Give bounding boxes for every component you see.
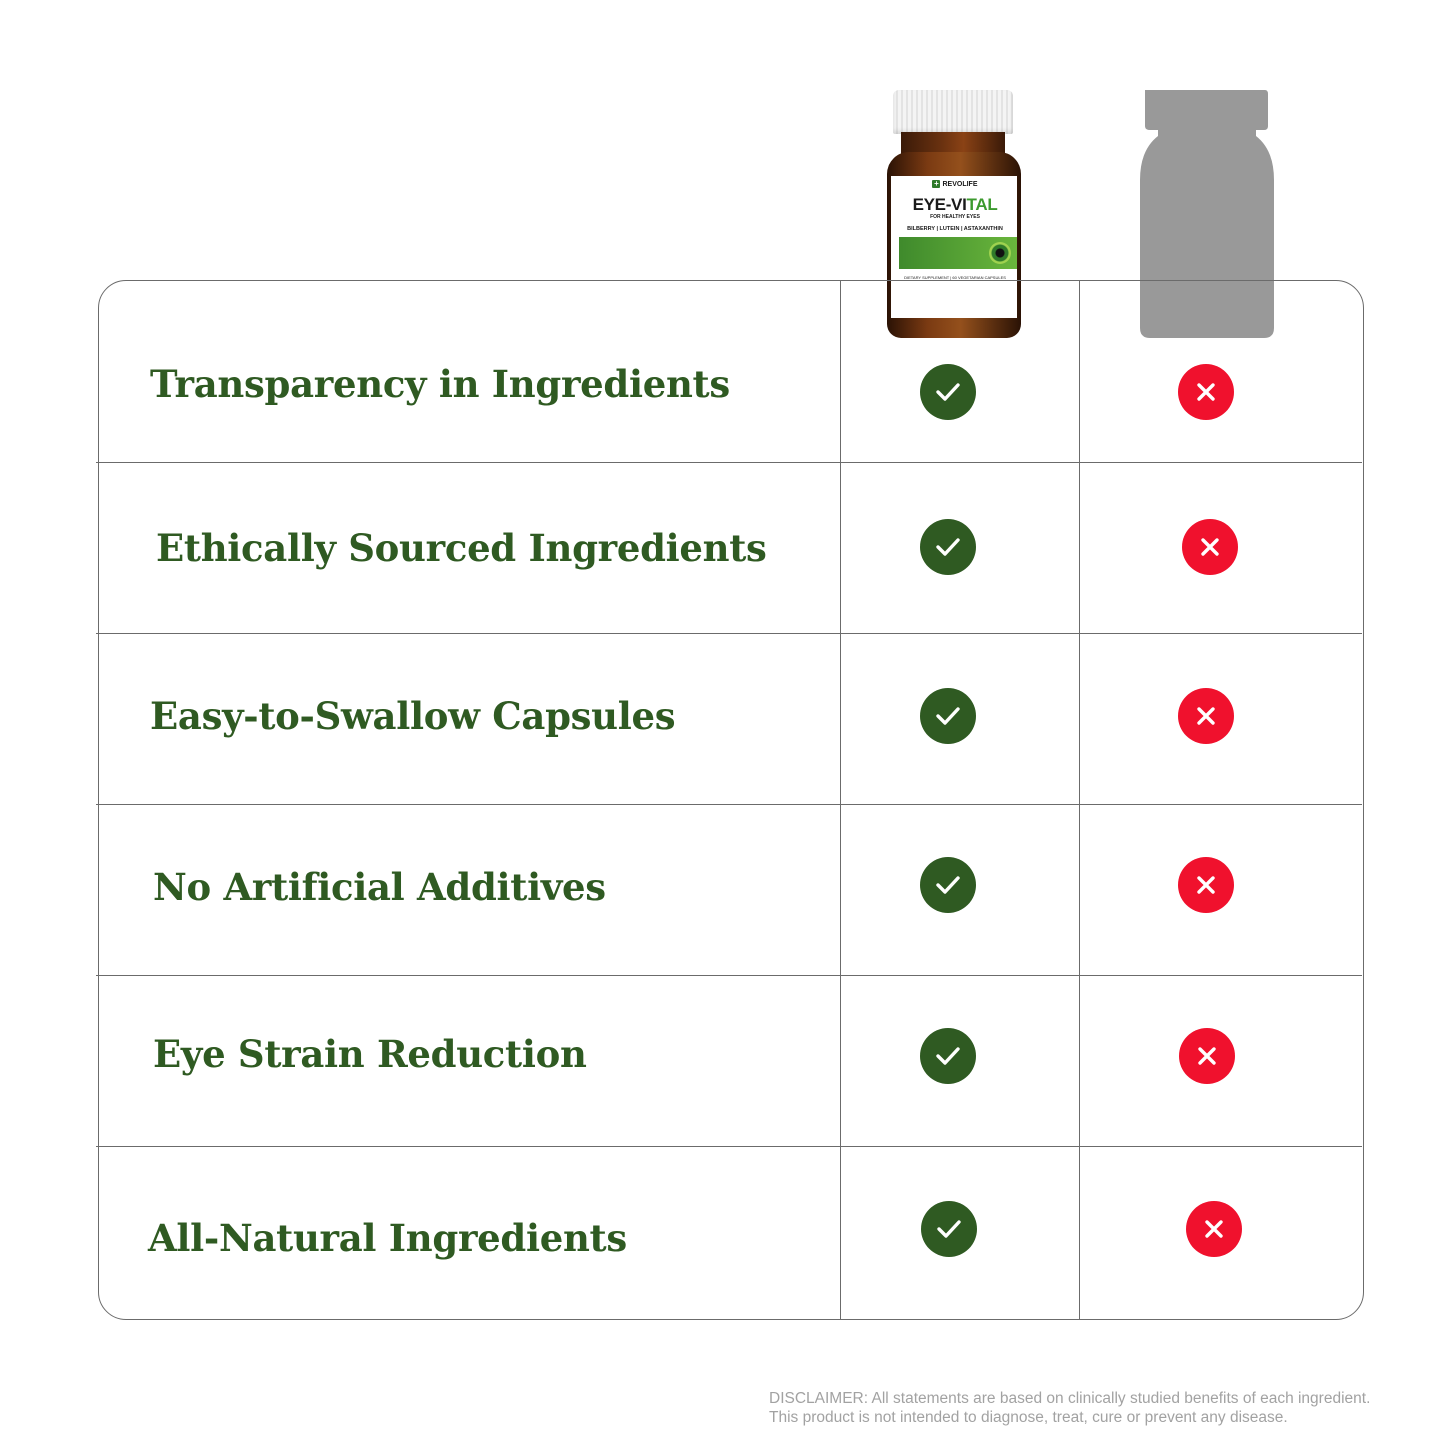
cross-icon (1178, 364, 1234, 420)
row-divider (96, 462, 1362, 463)
row-divider (96, 804, 1362, 805)
row-divider (96, 1146, 1362, 1147)
disclaimer-text: DISCLAIMER: All statements are based on … (769, 1389, 1370, 1427)
eye-vital-bottle-image: + REVOLIFE EYE-VITAL FOR HEALTHY EYES BIL… (887, 90, 1021, 340)
cross-icon (1182, 519, 1238, 575)
product-name: EYE-VITAL (899, 196, 1011, 214)
row-label-no-artificial-additives: No Artificial Additives (153, 865, 606, 909)
row-divider (96, 633, 1362, 634)
cross-icon (1178, 688, 1234, 744)
check-icon (920, 1028, 976, 1084)
check-icon (920, 688, 976, 744)
cross-icon (1178, 857, 1234, 913)
label-green-band (899, 237, 1017, 269)
row-label-ethically-sourced: Ethically Sourced Ingredients (156, 526, 767, 570)
brand-name: REVOLIFE (942, 180, 978, 188)
row-label-eye-strain: Eye Strain Reduction (153, 1032, 587, 1076)
brand-logo: + REVOLIFE (932, 179, 978, 188)
check-icon (921, 1201, 977, 1257)
row-label-all-natural: All-Natural Ingredients (148, 1216, 627, 1260)
generic-bottle-image (1140, 90, 1274, 338)
product-name-part2: TAL (966, 195, 998, 214)
cross-icon (1179, 1028, 1235, 1084)
bottle-cap (893, 90, 1013, 134)
comparison-table (98, 280, 1364, 1320)
row-divider (96, 975, 1362, 976)
disclaimer-line-1: DISCLAIMER: All statements are based on … (769, 1390, 1371, 1407)
check-icon (920, 519, 976, 575)
column-divider-product (840, 280, 841, 1320)
check-icon (920, 857, 976, 913)
row-label-easy-to-swallow: Easy-to-Swallow Capsules (150, 694, 676, 738)
product-name-part1: EYE-VI (912, 195, 967, 214)
product-footer: DIETARY SUPPLEMENT | 60 VEGETARIAN CAPSU… (904, 275, 1006, 280)
check-icon (920, 364, 976, 420)
cross-icon (1186, 1201, 1242, 1257)
bottle-label: + REVOLIFE EYE-VITAL FOR HEALTHY EYES BIL… (891, 176, 1017, 318)
disclaimer-line-2: This product is not intended to diagnose… (769, 1409, 1288, 1426)
row-label-transparency: Transparency in Ingredients (150, 362, 730, 406)
column-divider-generic (1079, 280, 1080, 1320)
product-tagline: FOR HEALTHY EYES (930, 214, 980, 220)
product-ingredients: BILBERRY | LUTEIN | ASTAXANTHIN (907, 226, 1003, 232)
eye-graphic-icon (989, 242, 1011, 264)
